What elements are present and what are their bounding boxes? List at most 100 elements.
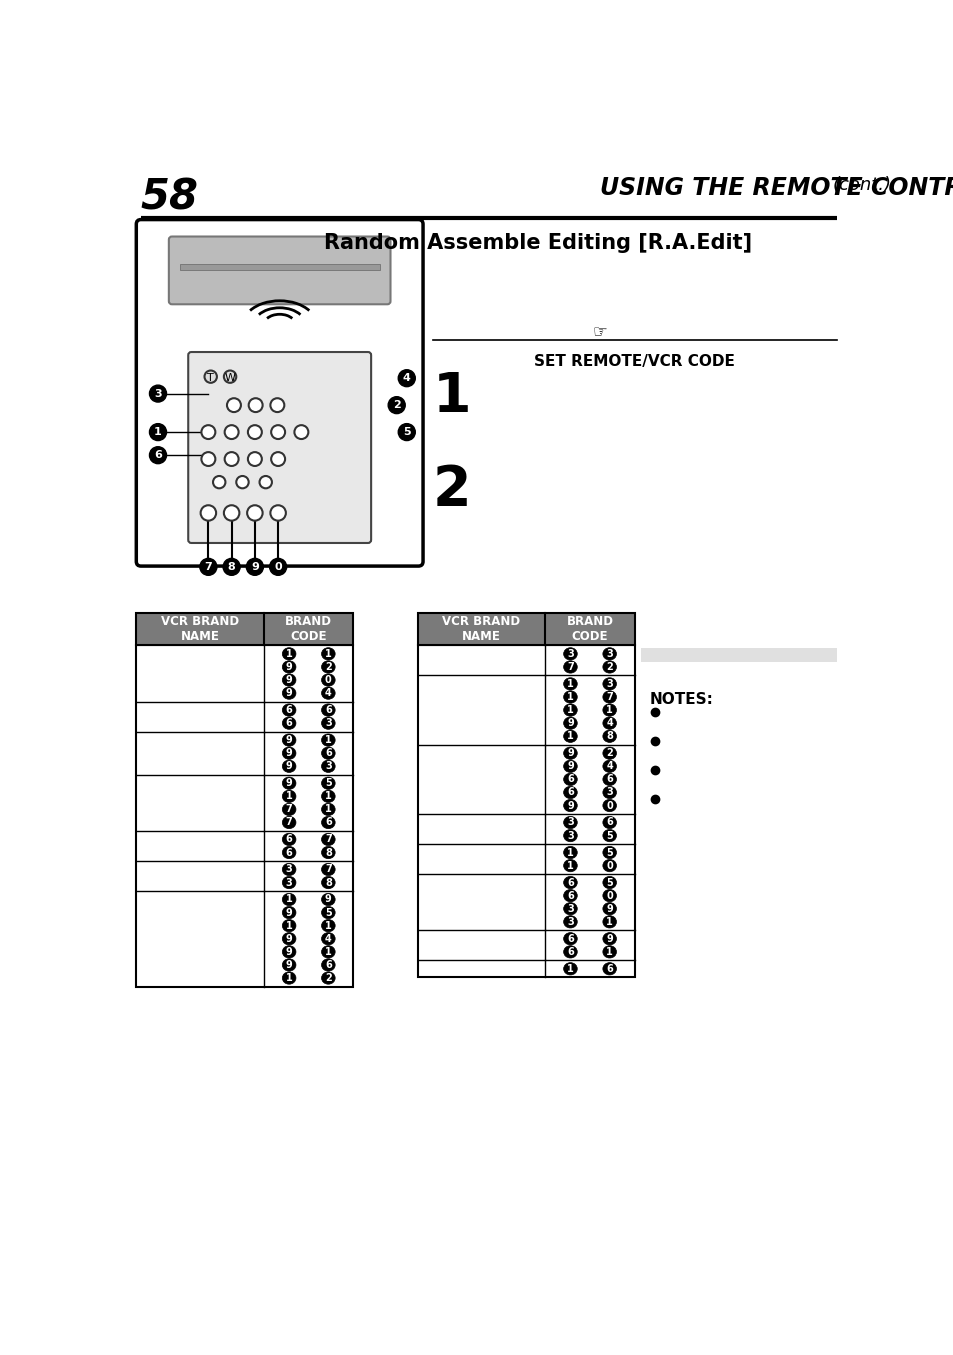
Text: 8: 8 bbox=[325, 847, 332, 858]
Text: 9: 9 bbox=[286, 675, 293, 686]
Text: 9: 9 bbox=[606, 934, 613, 944]
Circle shape bbox=[224, 370, 236, 383]
Text: W: W bbox=[224, 373, 235, 383]
Text: 6: 6 bbox=[566, 787, 573, 798]
Text: 3: 3 bbox=[286, 864, 293, 874]
Ellipse shape bbox=[602, 747, 616, 759]
Ellipse shape bbox=[602, 847, 616, 859]
Ellipse shape bbox=[282, 863, 295, 875]
Text: 9: 9 bbox=[566, 718, 573, 728]
Circle shape bbox=[199, 558, 216, 576]
Text: 2: 2 bbox=[393, 400, 400, 411]
Ellipse shape bbox=[321, 760, 335, 772]
Ellipse shape bbox=[321, 877, 335, 889]
Text: 6: 6 bbox=[286, 835, 293, 844]
Text: 9: 9 bbox=[286, 736, 293, 745]
Text: BRAND
CODE: BRAND CODE bbox=[566, 615, 613, 644]
Ellipse shape bbox=[282, 673, 295, 686]
Text: 9: 9 bbox=[566, 748, 573, 759]
Bar bbox=[640, 648, 836, 661]
Ellipse shape bbox=[563, 774, 577, 786]
Text: 9: 9 bbox=[286, 762, 293, 771]
Circle shape bbox=[259, 476, 272, 488]
FancyBboxPatch shape bbox=[169, 237, 390, 305]
Ellipse shape bbox=[282, 734, 295, 747]
Text: 1: 1 bbox=[325, 947, 332, 957]
Text: 5: 5 bbox=[402, 427, 410, 438]
Ellipse shape bbox=[602, 703, 616, 717]
Circle shape bbox=[204, 370, 216, 383]
Text: 7: 7 bbox=[325, 864, 332, 874]
Ellipse shape bbox=[282, 717, 295, 729]
Text: 6: 6 bbox=[325, 705, 332, 715]
Ellipse shape bbox=[563, 877, 577, 889]
Text: 3: 3 bbox=[566, 904, 573, 913]
Text: 3: 3 bbox=[606, 787, 613, 798]
Text: 58: 58 bbox=[141, 176, 199, 218]
Text: 9: 9 bbox=[286, 663, 293, 672]
Text: SET REMOTE/VCR CODE: SET REMOTE/VCR CODE bbox=[534, 354, 735, 369]
Ellipse shape bbox=[321, 804, 335, 816]
Circle shape bbox=[224, 453, 238, 466]
FancyBboxPatch shape bbox=[136, 220, 422, 566]
Text: 9: 9 bbox=[286, 959, 293, 970]
Text: 2: 2 bbox=[606, 663, 613, 672]
Text: 7: 7 bbox=[204, 562, 212, 572]
Text: 9: 9 bbox=[325, 894, 332, 905]
Text: 2: 2 bbox=[325, 973, 332, 982]
Text: NOTES:: NOTES: bbox=[649, 691, 713, 706]
Text: 6: 6 bbox=[286, 718, 293, 728]
Text: 2: 2 bbox=[325, 663, 332, 672]
Text: 7: 7 bbox=[286, 817, 293, 828]
Ellipse shape bbox=[321, 863, 335, 875]
Text: VCR BRAND
NAME: VCR BRAND NAME bbox=[161, 615, 239, 644]
Bar bbox=[136, 645, 353, 986]
Ellipse shape bbox=[563, 786, 577, 798]
Circle shape bbox=[388, 397, 405, 413]
Text: 0: 0 bbox=[325, 675, 332, 686]
Text: 3: 3 bbox=[154, 389, 162, 398]
Ellipse shape bbox=[321, 972, 335, 984]
Circle shape bbox=[249, 398, 262, 412]
Text: 1: 1 bbox=[286, 920, 293, 931]
Text: 7: 7 bbox=[566, 663, 573, 672]
Bar bbox=[179, 264, 379, 271]
Text: 4: 4 bbox=[606, 762, 613, 771]
Text: 3: 3 bbox=[606, 649, 613, 659]
Ellipse shape bbox=[563, 678, 577, 690]
Text: 1: 1 bbox=[566, 860, 573, 871]
Ellipse shape bbox=[602, 760, 616, 772]
Text: 0: 0 bbox=[274, 562, 282, 572]
Ellipse shape bbox=[563, 747, 577, 759]
Ellipse shape bbox=[282, 877, 295, 889]
Ellipse shape bbox=[321, 734, 335, 747]
Text: 1: 1 bbox=[325, 920, 332, 931]
Text: 8: 8 bbox=[605, 732, 613, 741]
Circle shape bbox=[224, 505, 239, 520]
Text: (cont.): (cont.) bbox=[831, 176, 890, 195]
Ellipse shape bbox=[282, 893, 295, 905]
Ellipse shape bbox=[282, 847, 295, 859]
Ellipse shape bbox=[321, 717, 335, 729]
Text: 6: 6 bbox=[325, 748, 332, 759]
Text: 6: 6 bbox=[566, 947, 573, 957]
Ellipse shape bbox=[563, 816, 577, 829]
Ellipse shape bbox=[282, 920, 295, 932]
Circle shape bbox=[246, 558, 263, 576]
Ellipse shape bbox=[602, 829, 616, 841]
Text: 3: 3 bbox=[566, 649, 573, 659]
Text: 0: 0 bbox=[606, 890, 613, 901]
Text: 3: 3 bbox=[325, 718, 332, 728]
Ellipse shape bbox=[563, 691, 577, 703]
Ellipse shape bbox=[602, 889, 616, 902]
Text: 6: 6 bbox=[566, 890, 573, 901]
Text: 6: 6 bbox=[606, 774, 613, 785]
Ellipse shape bbox=[321, 776, 335, 790]
Text: 6: 6 bbox=[325, 959, 332, 970]
Ellipse shape bbox=[321, 790, 335, 802]
Text: 3: 3 bbox=[286, 878, 293, 888]
Circle shape bbox=[248, 425, 261, 439]
Text: 6: 6 bbox=[566, 878, 573, 888]
Circle shape bbox=[294, 425, 308, 439]
Text: 1: 1 bbox=[325, 805, 332, 814]
